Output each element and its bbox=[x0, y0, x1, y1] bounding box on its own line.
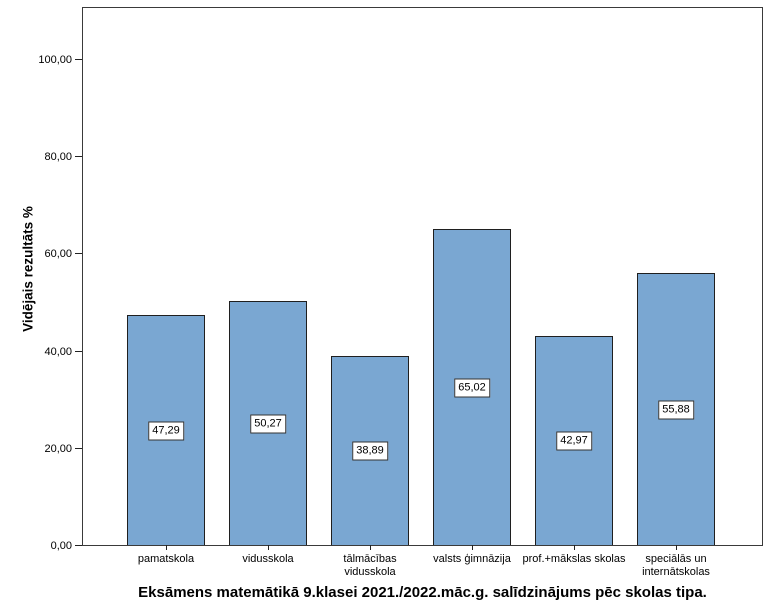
x-tick-label: speciālās un internātskolas bbox=[642, 553, 710, 578]
y-tick-label: 100,00 bbox=[38, 54, 72, 66]
bar-value-label: 47,29 bbox=[148, 421, 184, 440]
bar: 55,88 bbox=[637, 273, 715, 545]
y-tick-mark bbox=[75, 156, 82, 158]
y-tick-mark bbox=[75, 350, 82, 352]
x-tick-mark bbox=[166, 545, 167, 550]
x-tick-label: prof.+mākslas skolas bbox=[522, 553, 626, 565]
bar-value-label: 50,27 bbox=[250, 414, 286, 433]
y-tick-label: 80,00 bbox=[44, 151, 72, 164]
bar: 42,97 bbox=[535, 336, 613, 545]
y-tick-mark bbox=[75, 545, 82, 546]
x-tick-label: tālmācības vidusskola bbox=[343, 553, 397, 578]
bar-value-label: 55,88 bbox=[658, 400, 694, 419]
bar-value-label: 42,97 bbox=[556, 431, 592, 451]
bar: 38,89 bbox=[331, 356, 409, 545]
y-tick-label: 60,00 bbox=[44, 248, 72, 261]
x-tick-label: valsts ģimnāzija bbox=[433, 553, 511, 565]
x-tick-label: vidusskola bbox=[242, 553, 294, 565]
x-tick-mark bbox=[574, 545, 575, 550]
bar: 50,27 bbox=[229, 301, 307, 545]
plot-area: 0,00 20,00 40,00 60,00 80,00 100,00 47,29 pamat… bbox=[38, 7, 763, 578]
y-tick-label: 20,00 bbox=[44, 442, 72, 455]
bar: 65,02 bbox=[433, 229, 511, 545]
y-axis-title: Vidējais rezultāts % bbox=[20, 206, 36, 332]
y-tick-label: 0,00 bbox=[50, 540, 72, 552]
x-tick-mark bbox=[268, 545, 269, 550]
bar-value-label: 38,89 bbox=[352, 441, 388, 461]
y-tick-mark bbox=[75, 59, 82, 60]
y-tick-label: 40,00 bbox=[44, 345, 72, 358]
x-tick-mark bbox=[472, 545, 473, 550]
bar: 47,29 bbox=[127, 315, 205, 545]
y-tick-mark bbox=[75, 447, 82, 449]
x-tick-mark bbox=[676, 545, 677, 550]
bar-value-label: 65,02 bbox=[454, 378, 490, 397]
y-tick-mark bbox=[75, 253, 82, 255]
chart-title: Eksāmens matemātikā 9.klasei 2021./2022.… bbox=[138, 584, 707, 601]
x-tick-label: pamatskola bbox=[137, 553, 195, 565]
x-tick-mark bbox=[370, 545, 371, 550]
